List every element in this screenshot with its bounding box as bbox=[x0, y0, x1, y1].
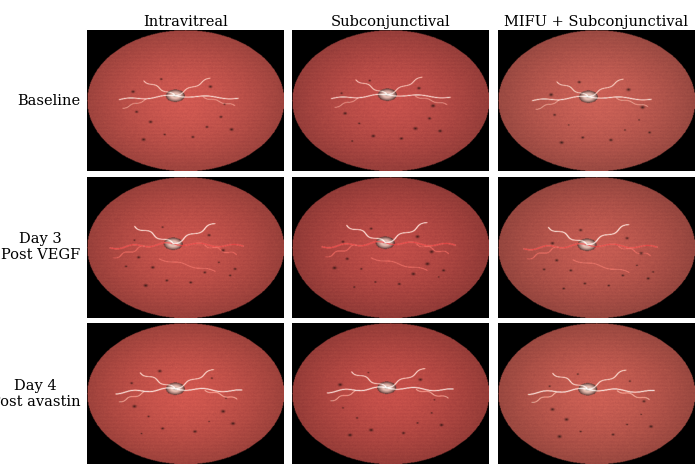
Text: Baseline: Baseline bbox=[17, 94, 80, 108]
Text: Subconjunctival: Subconjunctival bbox=[331, 15, 451, 29]
Text: Day 3
Post VEGF: Day 3 Post VEGF bbox=[1, 232, 80, 263]
Text: Day 4
Post avastin: Day 4 Post avastin bbox=[0, 379, 80, 409]
Text: MIFU + Subconjunctival: MIFU + Subconjunctival bbox=[504, 15, 688, 29]
Text: Intravitreal: Intravitreal bbox=[143, 15, 228, 29]
